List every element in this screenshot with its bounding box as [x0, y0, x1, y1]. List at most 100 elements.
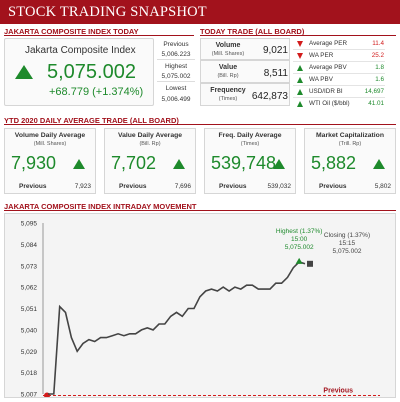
- ytd-previous-value: 539,032: [267, 183, 292, 190]
- indicator-value: 11.4: [372, 40, 384, 47]
- closing-value: 5,075.002: [333, 248, 362, 255]
- indicator-wa-per: WA PER 25.2: [293, 50, 385, 62]
- today-frequency-unit: (Times): [218, 96, 238, 102]
- indicator-wti-oil: WTI Oil ($/bbl) 41.01: [293, 98, 385, 110]
- section-title-ytd: YTD 2020 DAILY AVERAGE TRADE (ALL BOARD): [4, 116, 179, 125]
- y-tick-label: 5,084: [21, 242, 38, 249]
- indicator-label: WA PBV: [309, 76, 333, 83]
- indicator-value: 25.2: [371, 52, 384, 59]
- stat-value: 5,006.223: [161, 51, 191, 58]
- highest-marker-icon: [295, 257, 303, 264]
- down-arrow-icon: [297, 53, 303, 59]
- today-volume-card: Volume (Mill. Shares) 9,021: [200, 38, 290, 60]
- jci-stat-highest: Highest 5,075.002: [157, 60, 195, 82]
- section-divider: [200, 35, 396, 36]
- ytd-previous-label: Previous: [319, 183, 347, 190]
- ytd-previous-value: 5,802: [374, 183, 391, 190]
- section-title-jci: JAKARTA COMPOSITE INDEX TODAY: [4, 27, 139, 36]
- y-tick-label: 5,073: [21, 263, 38, 270]
- ytd-card-unit: (Times): [240, 141, 260, 147]
- section-title-today-trade: TODAY TRADE (ALL BOARD): [200, 27, 305, 36]
- ytd-frequency-card: Freq. Daily Average (Times) 539,748 Prev…: [204, 128, 296, 194]
- page-title: STOCK TRADING SNAPSHOT: [8, 4, 207, 20]
- ytd-previous-value: 7,923: [74, 183, 91, 190]
- today-volume-unit: (Mill. Shares): [211, 51, 245, 57]
- y-axis: 5,095 5,084 5,073 5,062 5,051 5,040 5,029 5,018…: [21, 221, 44, 399]
- previous-label: Previous: [323, 388, 353, 395]
- up-arrow-icon: [173, 159, 185, 169]
- up-arrow-icon: [373, 159, 385, 169]
- indicator-usd-idr: USD/IDR BI 14,697: [293, 86, 385, 98]
- header-banner: STOCK TRADING SNAPSHOT: [0, 0, 400, 24]
- stat-value: 5,075.002: [161, 73, 191, 80]
- today-value-label: Value: [218, 64, 238, 71]
- indicator-value: 41.01: [368, 100, 384, 107]
- today-volume-label: Volume: [215, 42, 241, 49]
- indicator-label: WA PER: [309, 52, 334, 59]
- indicator-wa-pbv: WA PBV 1.6: [293, 74, 385, 86]
- jci-stat-lowest: Lowest 5,006.499: [157, 82, 195, 106]
- up-arrow-icon: [297, 65, 303, 71]
- ytd-card-title: Value Daily Average: [117, 132, 183, 139]
- ytd-card-title: Market Capitalization: [316, 132, 384, 139]
- down-arrow-icon: [297, 41, 303, 47]
- section-divider: [4, 210, 396, 211]
- closing-time: 15:15: [339, 240, 356, 247]
- highest-time: 15:00: [291, 236, 308, 243]
- y-tick-label: 5,062: [21, 285, 38, 292]
- ytd-card-unit: (Bill. Rp): [139, 141, 161, 147]
- indicator-average-pbv: Average PBV 1.8: [293, 62, 385, 74]
- y-tick-label: 5,051: [21, 306, 38, 313]
- ytd-card-value: 539,748: [211, 153, 277, 173]
- indicator-average-per: Average PER 11.4: [293, 38, 385, 50]
- ytd-previous-label: Previous: [19, 183, 47, 190]
- section-divider: [4, 124, 396, 125]
- closing-label: Closing (1.37%): [324, 232, 370, 239]
- highest-label: Highest (1.37%): [276, 228, 323, 235]
- today-volume-value: 9,021: [262, 45, 288, 56]
- ytd-previous-value: 7,696: [174, 183, 191, 190]
- today-frequency-value: 642,873: [251, 91, 288, 102]
- today-value-card: Value (Bill. Rp) 8,511: [200, 60, 290, 83]
- ytd-card-value: 7,930: [11, 153, 57, 173]
- ytd-card-title: Volume Daily Average: [14, 132, 86, 139]
- ytd-card-value: 5,882: [311, 153, 357, 173]
- up-arrow-icon: [297, 101, 303, 107]
- up-arrow-icon: [297, 77, 303, 83]
- ytd-previous-label: Previous: [119, 183, 147, 190]
- jci-stat-previous: Previous 5,006.223: [157, 39, 195, 60]
- series-line: [48, 260, 306, 395]
- up-arrow-icon: [73, 159, 85, 169]
- series-layer: [48, 260, 306, 395]
- highest-value: 5,075.002: [285, 244, 314, 251]
- up-arrow-icon: [15, 65, 33, 79]
- today-frequency-card: Frequency (Times) 642,873: [200, 83, 290, 106]
- up-arrow-icon: [273, 159, 285, 169]
- indicator-value: 14,697: [364, 88, 384, 95]
- indicator-label: Average PER: [309, 40, 348, 47]
- ytd-card-unit: (Trill. Rp): [338, 141, 362, 147]
- today-value-value: 8,511: [263, 68, 288, 79]
- ytd-volume-card: Volume Daily Average (Mill. Shares) 7,93…: [4, 128, 96, 194]
- jci-value: 5,075.002: [47, 61, 136, 83]
- section-divider: [4, 35, 194, 36]
- y-tick-label: 5,095: [21, 221, 38, 228]
- intraday-chart: 5,095 5,084 5,073 5,062 5,051 5,040 5,029 5,018…: [21, 221, 380, 399]
- y-tick-label: 5,040: [21, 327, 38, 334]
- ytd-card-unit: (Mill. Shares): [33, 141, 67, 147]
- ytd-card-value: 7,702: [111, 153, 157, 173]
- indicator-value: 1.8: [375, 64, 384, 71]
- jci-panel: Jakarta Composite Index 5,075.002 +68.77…: [4, 38, 154, 106]
- stat-label: Previous: [163, 41, 189, 48]
- today-frequency-label: Frequency: [210, 87, 246, 94]
- jci-name: Jakarta Composite Index: [25, 45, 136, 56]
- ytd-value-card: Value Daily Average (Bill. Rp) 7,702 Pre…: [104, 128, 196, 194]
- jci-change: +68.779 (+1.374%): [49, 86, 144, 98]
- stat-label: Lowest: [165, 85, 187, 92]
- ytd-card-title: Freq. Daily Average: [218, 132, 282, 139]
- section-title-intraday: JAKARTA COMPOSITE INDEX INTRADAY MOVEMEN…: [4, 202, 197, 211]
- up-arrow-icon: [297, 89, 303, 95]
- today-value-unit: (Bill. Rp): [217, 73, 239, 79]
- indicator-value: 1.6: [375, 76, 384, 83]
- ytd-previous-label: Previous: [219, 183, 247, 190]
